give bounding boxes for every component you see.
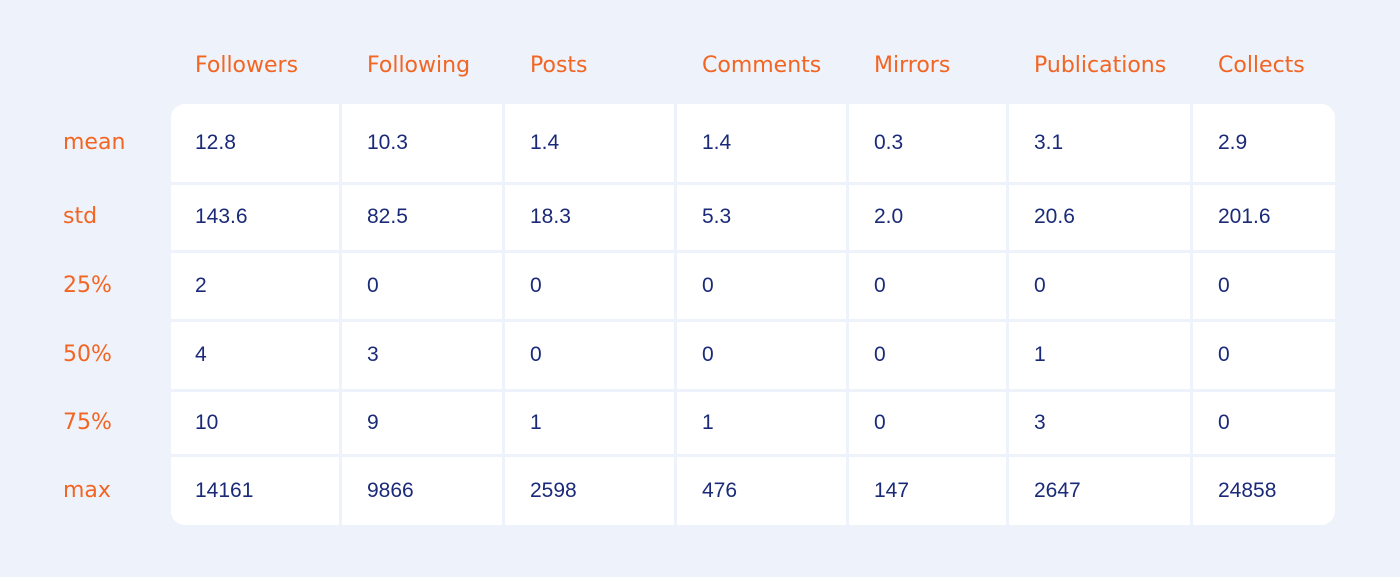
table-cell: 1 <box>506 392 673 453</box>
table-cell: 0 <box>1194 253 1335 318</box>
column-header-comments: Comments <box>702 53 822 78</box>
table-cell: 0 <box>1194 322 1335 388</box>
table-cell: 2647 <box>1010 457 1189 525</box>
table-cell: 0 <box>850 253 1005 318</box>
table-cell: 3 <box>343 322 501 388</box>
table-cell: 20.6 <box>1010 185 1189 249</box>
row-header: max <box>63 478 111 503</box>
table-cell: 2.0 <box>850 185 1005 249</box>
table-cell: 2.9 <box>1194 104 1335 181</box>
table-cell: 1.4 <box>678 104 845 181</box>
column-divider <box>846 104 849 525</box>
table-cell: 4 <box>171 322 338 388</box>
table-cell: 0 <box>678 253 845 318</box>
column-header-collects: Collects <box>1218 53 1305 78</box>
column-divider <box>502 104 505 525</box>
table-cell: 9 <box>343 392 501 453</box>
table-cell: 18.3 <box>506 185 673 249</box>
row-header: 50% <box>63 342 112 367</box>
table-cell: 10 <box>171 392 338 453</box>
column-divider <box>1190 104 1193 525</box>
row-divider <box>171 319 1335 322</box>
column-divider <box>674 104 677 525</box>
row-divider <box>171 389 1335 392</box>
table-cell: 0 <box>678 322 845 388</box>
table-cell: 0 <box>506 322 673 388</box>
row-divider <box>171 454 1335 457</box>
table-cell: 9866 <box>343 457 501 525</box>
row-divider <box>171 182 1335 185</box>
table-cell: 0 <box>850 322 1005 388</box>
table-cell: 0 <box>1194 392 1335 453</box>
table-cell: 3 <box>1010 392 1189 453</box>
row-divider <box>171 250 1335 253</box>
table-cell: 0 <box>850 392 1005 453</box>
table-cell: 0 <box>1010 253 1189 318</box>
table-cell: 5.3 <box>678 185 845 249</box>
table-cell: 143.6 <box>171 185 338 249</box>
column-header-mirrors: Mirrors <box>874 53 951 78</box>
column-divider <box>339 104 342 525</box>
table-cell: 1 <box>678 392 845 453</box>
table-cell: 147 <box>850 457 1005 525</box>
row-header: 25% <box>63 273 112 298</box>
table-body: 12.8 10.3 1.4 1.4 0.3 3.1 2.9 143.6 82.5 18.3 5.3 2… <box>171 104 1335 525</box>
table-cell: 14161 <box>171 457 338 525</box>
table-cell: 0 <box>506 253 673 318</box>
column-header-followers: Followers <box>195 53 299 78</box>
table-cell: 201.6 <box>1194 185 1335 249</box>
table-cell: 24858 <box>1194 457 1335 525</box>
column-header-following: Following <box>367 53 471 78</box>
row-header: 75% <box>63 410 112 435</box>
table-cell: 0 <box>343 253 501 318</box>
row-header: mean <box>63 130 126 155</box>
row-header: std <box>63 204 98 229</box>
table-cell: 12.8 <box>171 104 338 181</box>
table-cell: 0.3 <box>850 104 1005 181</box>
table-cell: 1 <box>1010 322 1189 388</box>
table-cell: 2 <box>171 253 338 318</box>
table-cell: 2598 <box>506 457 673 525</box>
table-cell: 3.1 <box>1010 104 1189 181</box>
column-divider <box>1006 104 1009 525</box>
column-header-posts: Posts <box>530 53 588 78</box>
table-cell: 476 <box>678 457 845 525</box>
table-cell: 82.5 <box>343 185 501 249</box>
table-cell: 1.4 <box>506 104 673 181</box>
table-cell: 10.3 <box>343 104 501 181</box>
column-header-publications: Publications <box>1034 53 1167 78</box>
